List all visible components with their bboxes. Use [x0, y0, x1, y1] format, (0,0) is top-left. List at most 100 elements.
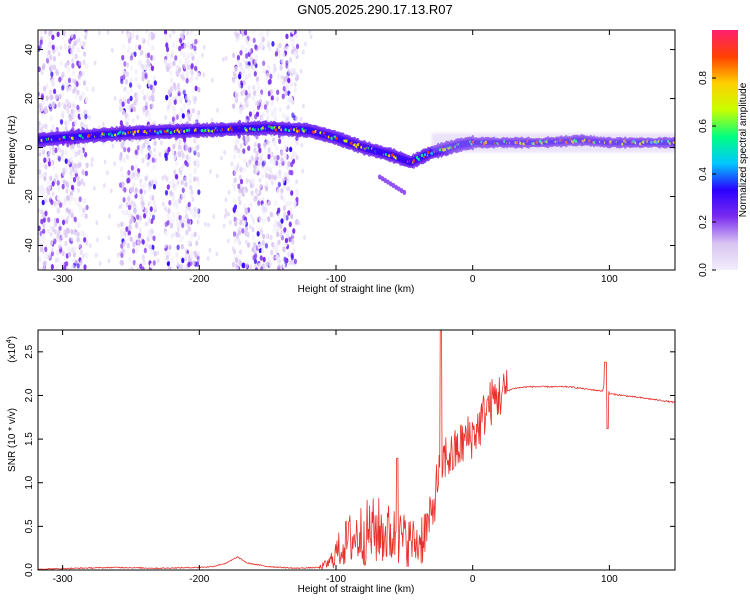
noise-speckle — [239, 166, 243, 173]
noise-speckle — [251, 226, 255, 233]
noise-speckle — [242, 79, 246, 86]
noise-speckle — [70, 174, 74, 180]
noise-speckle — [83, 237, 87, 243]
noise-speckle — [224, 56, 228, 61]
noise-speckle — [116, 252, 120, 258]
noise-speckle — [147, 41, 151, 47]
noise-speckle — [65, 121, 70, 128]
noise-speckle — [187, 68, 191, 74]
noise-speckle — [38, 174, 42, 180]
noise-speckle — [77, 222, 81, 229]
noise-speckle — [171, 178, 175, 185]
noise-speckle — [59, 119, 64, 125]
noise-speckle — [91, 157, 94, 162]
noise-speckle — [48, 254, 51, 260]
noise-speckle — [136, 214, 140, 220]
noise-speckle — [261, 36, 265, 43]
noise-speckle — [223, 214, 227, 219]
noise-speckle — [243, 157, 247, 164]
noise-speckle — [41, 64, 45, 71]
noise-speckle — [185, 77, 189, 84]
noise-speckle — [134, 234, 138, 241]
noise-speckle — [64, 232, 68, 239]
noise-speckle — [153, 153, 157, 160]
noise-speckle — [56, 195, 60, 201]
noise-speckle — [139, 263, 143, 270]
noise-speckle — [144, 101, 149, 107]
noise-speckle — [136, 139, 140, 145]
noise-speckle — [150, 65, 155, 72]
noise-speckle — [235, 263, 239, 269]
snr-y-tick-label: 1.5 — [24, 432, 35, 446]
noise-speckle — [269, 234, 273, 241]
spectrogram-y-tick-label: 20 — [24, 93, 35, 105]
noise-speckle — [188, 178, 192, 184]
noise-speckle — [136, 171, 140, 178]
noise-speckle — [187, 201, 191, 208]
noise-speckle — [119, 59, 123, 65]
colorbar-tick-label: 0.4 — [698, 167, 709, 181]
noise-speckle — [292, 228, 296, 234]
noise-speckle — [288, 57, 293, 63]
noise-speckle — [125, 71, 129, 77]
noise-speckle — [40, 184, 45, 190]
noise-speckle — [72, 229, 76, 235]
noise-speckle — [221, 56, 225, 62]
noise-speckle — [41, 112, 45, 118]
noise-speckle — [166, 212, 170, 218]
noise-speckle — [85, 204, 89, 211]
noise-speckle — [58, 93, 62, 100]
noise-speckle — [96, 237, 99, 243]
noise-speckle — [164, 230, 168, 237]
noise-speckle — [136, 93, 140, 100]
noise-speckle — [180, 33, 184, 39]
noise-speckle — [38, 255, 41, 262]
noise-speckle — [180, 43, 184, 50]
noise-speckle — [83, 109, 87, 115]
snr-y-tick-label: 0.0 — [24, 563, 35, 577]
noise-speckle — [53, 88, 57, 95]
noise-speckle — [252, 109, 256, 116]
noise-speckle — [45, 157, 50, 163]
noise-speckle — [169, 77, 174, 84]
noise-speckle — [291, 99, 295, 105]
noise-speckle — [82, 59, 86, 65]
noise-speckle — [50, 71, 54, 78]
noise-speckle — [247, 72, 252, 79]
noise-speckle — [110, 47, 114, 53]
noise-speckle — [47, 30, 52, 36]
noise-speckle — [287, 68, 291, 75]
noise-speckle — [280, 74, 284, 80]
noise-speckle — [277, 52, 281, 59]
noise-speckle — [239, 143, 243, 149]
noise-speckle — [106, 170, 109, 176]
noise-speckle — [151, 214, 156, 221]
noise-speckle — [268, 260, 272, 267]
noise-speckle — [168, 244, 172, 251]
noise-speckle — [136, 145, 140, 151]
noise-speckle — [139, 188, 143, 195]
noise-speckle — [147, 52, 151, 59]
noise-speckle — [265, 139, 270, 145]
noise-speckle — [248, 179, 252, 184]
noise-speckle — [77, 188, 81, 193]
noise-speckle — [50, 264, 54, 270]
noise-speckle — [276, 221, 280, 227]
noise-speckle — [277, 263, 281, 270]
noise-speckle — [235, 167, 239, 172]
noise-speckle — [51, 34, 55, 41]
noise-speckle — [276, 253, 280, 260]
noise-speckle — [77, 242, 82, 249]
noise-speckle — [271, 241, 275, 248]
noise-speckle — [178, 57, 182, 64]
noise-speckle — [38, 147, 42, 154]
noise-speckle — [171, 149, 175, 156]
noise-speckle — [263, 141, 267, 148]
noise-speckle — [127, 230, 132, 236]
noise-speckle — [145, 30, 149, 34]
ridge-tail — [394, 184, 398, 190]
noise-speckle — [238, 83, 242, 89]
noise-speckle — [279, 223, 283, 229]
noise-speckle — [184, 208, 188, 215]
